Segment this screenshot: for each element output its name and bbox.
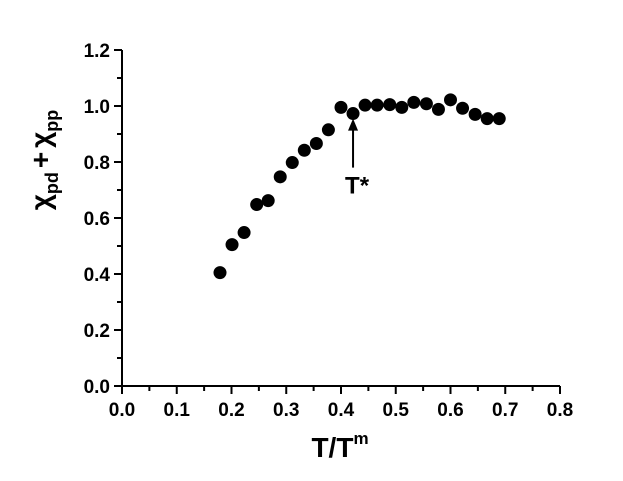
x-axis-title-base: T/T	[311, 432, 353, 463]
x-tick-label: 0.3	[273, 400, 299, 421]
x-tick-label: 0.7	[492, 400, 518, 421]
x-tick-label: 0.0	[109, 400, 135, 421]
data-point	[358, 98, 372, 112]
y-tick-label: 0.6	[84, 209, 110, 230]
y-axis-title-sub2: pp	[42, 110, 62, 132]
annotation-label: T*	[345, 173, 370, 200]
data-point	[261, 194, 275, 208]
x-tick-label: 0.6	[437, 400, 463, 421]
data-point	[321, 123, 335, 137]
x-tick-label: 0.2	[218, 400, 244, 421]
data-point	[444, 93, 457, 107]
data-point	[250, 198, 264, 212]
data-point	[213, 266, 227, 280]
data-point	[297, 143, 311, 157]
data-point	[468, 107, 482, 121]
data-point	[225, 238, 239, 252]
data-point	[407, 95, 421, 109]
data-point	[395, 100, 409, 114]
y-tick-label: 0.2	[84, 321, 110, 342]
y-axis-title-sub1: pd	[42, 172, 62, 194]
data-point	[334, 100, 348, 114]
data-point	[492, 112, 506, 126]
x-axis-title: T/Tm	[311, 429, 368, 463]
data-point	[456, 101, 470, 115]
y-tick-label: 1.2	[84, 41, 110, 62]
y-axis-title-sym2: χ	[25, 132, 56, 148]
annotation-arrow-head	[348, 118, 359, 131]
data-point	[431, 102, 445, 116]
data-point	[237, 226, 251, 240]
x-axis-title-sup: m	[353, 429, 368, 448]
x-tick-label: 0.5	[383, 400, 410, 421]
data-point	[285, 156, 299, 170]
data-point	[480, 112, 494, 126]
data-point	[419, 97, 433, 111]
y-axis-title-plus: +	[25, 152, 56, 168]
x-tick-label: 0.1	[164, 400, 191, 421]
data-point	[346, 107, 360, 121]
axes	[121, 50, 560, 387]
y-tick-label: 0.8	[84, 153, 110, 174]
y-axis-title: χpd+χpp	[25, 110, 62, 211]
data-point	[273, 170, 287, 184]
y-tick-label: 0.4	[84, 265, 111, 286]
data-point	[309, 137, 323, 151]
ticks: 0.0 0.1 0.2 0.3 0.4 0.5 0.6 0.7 0.8 0.0 0.2 0.4 0.6 0…	[84, 41, 574, 421]
x-tick-label: 0.4	[328, 400, 355, 421]
annotation: T*	[345, 118, 370, 200]
data-point	[383, 98, 397, 112]
data-point	[370, 98, 384, 112]
y-tick-label: 1.0	[84, 97, 110, 118]
y-axis-title-sym1: χ	[25, 194, 56, 210]
x-tick-label: 0.8	[547, 400, 573, 421]
y-tick-label: 0.0	[84, 377, 110, 398]
data-points	[213, 93, 506, 280]
